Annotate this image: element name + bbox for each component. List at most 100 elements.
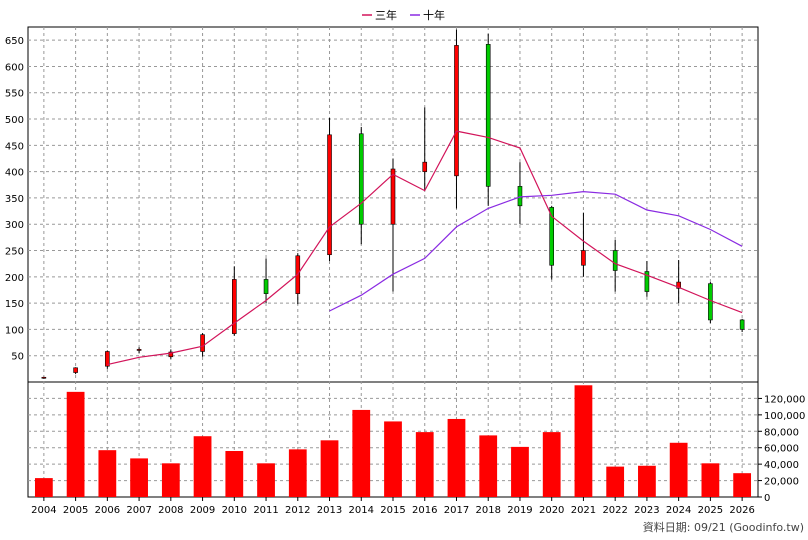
x-tick-label: 2026 bbox=[729, 505, 754, 516]
x-tick-label: 2010 bbox=[222, 505, 247, 516]
candle-body bbox=[485, 44, 491, 187]
x-tick-label: 2014 bbox=[349, 505, 374, 516]
price-tick-label: 350 bbox=[5, 194, 24, 205]
volume-bar bbox=[161, 463, 180, 497]
candle-body bbox=[105, 351, 110, 367]
candle-body bbox=[73, 367, 78, 373]
price-tick-label: 200 bbox=[5, 273, 24, 284]
candle-body bbox=[200, 334, 205, 352]
series-line-0 bbox=[107, 130, 743, 366]
x-tick-label: 2006 bbox=[95, 505, 120, 516]
series-line-1 bbox=[329, 190, 743, 312]
volume-bar bbox=[98, 450, 117, 497]
price-axis-ticks: 50 100 150 200 250 300 350 400 450 500 550 600 650 bbox=[5, 36, 24, 363]
volume-bar bbox=[479, 435, 498, 497]
moving-average-lines bbox=[107, 130, 743, 366]
volume-bar bbox=[606, 466, 625, 497]
x-tick-label: 2024 bbox=[666, 505, 691, 516]
price-tick-label: 50 bbox=[11, 352, 24, 363]
candle-body bbox=[263, 279, 269, 294]
x-tick-label: 2025 bbox=[698, 505, 723, 516]
price-tick-label: 500 bbox=[5, 115, 24, 126]
price-tick-label: 100 bbox=[5, 325, 24, 336]
legend-label-0: 三年 bbox=[375, 8, 397, 22]
x-tick-label: 2011 bbox=[253, 505, 278, 516]
price-tick-label: 450 bbox=[5, 141, 24, 152]
volume-bars bbox=[34, 385, 752, 497]
candle-body bbox=[612, 250, 618, 271]
candle-body bbox=[454, 45, 459, 177]
legend: 三年 十年 bbox=[362, 8, 445, 22]
volume-axis-ticks: 0 20,000 40,000 60,000 80,000 100,000 120,000 bbox=[758, 394, 805, 504]
x-tick-label: 2008 bbox=[158, 505, 183, 516]
legend-label-1: 十年 bbox=[423, 8, 445, 22]
volume-bar bbox=[447, 418, 466, 497]
candle-body bbox=[517, 186, 523, 207]
candle-body bbox=[168, 351, 174, 358]
volume-bar bbox=[193, 436, 212, 497]
volume-bar bbox=[415, 432, 434, 497]
price-tick-label: 650 bbox=[5, 36, 24, 47]
volume-bar bbox=[66, 391, 85, 497]
x-axis-ticks: 2004 2005 2006 2007 2008 2009 2010 2011 2012 2013… bbox=[31, 497, 755, 516]
candle-body bbox=[136, 349, 142, 351]
price-tick-label: 250 bbox=[5, 247, 24, 258]
price-tick-label: 150 bbox=[5, 299, 24, 310]
x-tick-label: 2004 bbox=[31, 505, 56, 516]
candle-body bbox=[422, 161, 428, 172]
volume-bar bbox=[574, 385, 593, 497]
x-tick-label: 2020 bbox=[539, 505, 564, 516]
price-tick-label: 400 bbox=[5, 168, 24, 179]
candle-body bbox=[676, 281, 681, 289]
x-tick-label: 2016 bbox=[412, 505, 437, 516]
volume-bar bbox=[542, 432, 561, 497]
candle-body bbox=[708, 283, 713, 321]
volume-bar bbox=[733, 473, 752, 497]
volume-tick-label: 40,000 bbox=[764, 460, 799, 471]
x-tick-label: 2013 bbox=[317, 505, 342, 516]
price-tick-label: 600 bbox=[5, 62, 24, 73]
candle-body bbox=[390, 168, 396, 225]
volume-bar bbox=[701, 463, 720, 497]
volume-tick-label: 0 bbox=[764, 493, 770, 504]
x-tick-label: 2009 bbox=[190, 505, 215, 516]
x-tick-label: 2005 bbox=[63, 505, 88, 516]
volume-tick-label: 20,000 bbox=[764, 477, 799, 488]
candle-body bbox=[581, 250, 586, 266]
candlesticks bbox=[41, 29, 745, 379]
price-tick-label: 300 bbox=[5, 220, 24, 231]
volume-tick-label: 120,000 bbox=[764, 394, 805, 405]
x-tick-label: 2022 bbox=[602, 505, 627, 516]
candle-body bbox=[358, 133, 364, 225]
volume-bar bbox=[320, 440, 339, 497]
volume-bar bbox=[638, 465, 656, 497]
candle-body bbox=[41, 376, 47, 379]
x-tick-label: 2012 bbox=[285, 505, 310, 516]
volume-bar bbox=[511, 446, 529, 497]
volume-tick-label: 80,000 bbox=[764, 427, 799, 438]
x-tick-label: 2023 bbox=[634, 505, 659, 516]
volume-bar bbox=[352, 409, 371, 497]
candle-body bbox=[739, 319, 745, 330]
volume-bar bbox=[288, 449, 307, 497]
volume-bar bbox=[130, 458, 148, 497]
candle-body bbox=[644, 271, 650, 292]
volume-bar bbox=[669, 442, 688, 497]
x-tick-label: 2015 bbox=[380, 505, 405, 516]
volume-bar bbox=[34, 478, 53, 497]
volume-tick-label: 100,000 bbox=[764, 411, 805, 422]
volume-bar bbox=[257, 463, 275, 497]
volume-bar bbox=[384, 421, 402, 497]
x-tick-label: 2018 bbox=[475, 505, 500, 516]
x-tick-label: 2021 bbox=[571, 505, 596, 516]
price-tick-label: 550 bbox=[5, 89, 24, 100]
candle-body bbox=[549, 207, 554, 266]
x-tick-label: 2019 bbox=[507, 505, 532, 516]
x-tick-label: 2017 bbox=[444, 505, 469, 516]
candle-body bbox=[327, 134, 332, 256]
volume-bar bbox=[225, 451, 244, 497]
volume-tick-label: 60,000 bbox=[764, 444, 799, 455]
data-credit: 資料日期: 09/21 (Goodinfo.tw) bbox=[643, 520, 804, 534]
x-tick-label: 2007 bbox=[126, 505, 151, 516]
